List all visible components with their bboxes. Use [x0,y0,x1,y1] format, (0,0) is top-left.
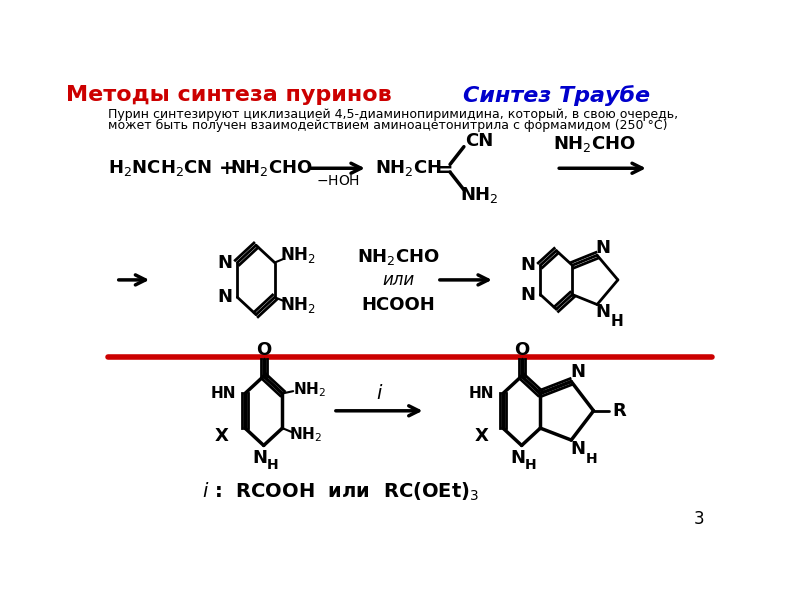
Text: N: N [596,303,610,321]
Text: NH$_2$CHO: NH$_2$CHO [554,134,636,154]
Text: H$_2$NCH$_2$CN: H$_2$NCH$_2$CN [107,158,212,178]
Text: HN: HN [210,386,236,401]
Text: N: N [510,449,526,467]
Text: $\mathit{i}$ :  RCOOH  или  RC(OEt)$_3$: $\mathit{i}$ : RCOOH или RC(OEt)$_3$ [202,481,479,503]
Text: NH$_2$: NH$_2$ [289,425,322,443]
Text: NH$_2$CHO: NH$_2$CHO [230,158,313,178]
Text: NH$_2$: NH$_2$ [460,185,498,205]
Text: NH$_2$: NH$_2$ [280,295,316,315]
Text: $\mathbf{=}$: $\mathbf{=}$ [433,159,453,178]
Text: 3: 3 [694,509,704,527]
Text: N: N [570,440,585,458]
Text: +: + [219,159,236,178]
Text: N: N [570,363,585,382]
Text: Пурин синтезируют циклизацией 4,5-диаминопиримидина, который, в свою очередь,: Пурин синтезируют циклизацией 4,5-диамин… [108,108,678,121]
Text: X: X [474,427,488,445]
Text: N: N [252,449,267,467]
Text: HN: HN [469,386,494,401]
Text: i: i [377,385,382,403]
Text: Методы синтеза пуринов: Методы синтеза пуринов [66,85,392,105]
Text: H: H [267,458,278,472]
Text: N: N [521,286,535,304]
Text: H: H [525,458,537,472]
Text: $-$HOH: $-$HOH [316,173,361,188]
Text: H: H [586,452,597,466]
Text: Синтез Траубе: Синтез Траубе [462,85,650,106]
Text: X: X [215,427,229,445]
Text: NH$_2$CHO: NH$_2$CHO [357,247,440,267]
Text: H: H [610,314,623,329]
Text: NH$_2$: NH$_2$ [280,245,316,265]
Text: O: O [514,341,530,359]
Text: NH$_2$CH: NH$_2$CH [375,158,442,178]
Text: N: N [596,239,610,257]
Text: CN: CN [465,132,494,150]
Text: N: N [521,256,535,274]
Text: или: или [382,271,414,289]
Text: может быть получен взаимодействием аминоацетонитрила с формамидом (250 °C): может быть получен взаимодействием амино… [108,119,668,133]
Text: N: N [218,254,233,272]
Text: HCOOH: HCOOH [362,296,435,314]
Text: O: O [256,341,271,359]
Text: NH$_2$: NH$_2$ [293,380,326,399]
Text: R: R [613,402,626,420]
Text: N: N [218,288,233,306]
